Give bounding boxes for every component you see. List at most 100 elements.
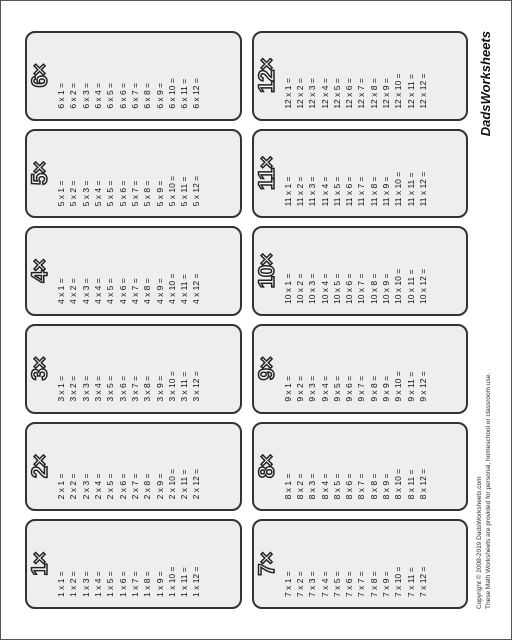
problem-row: 3 x 10 = (166, 332, 178, 406)
problem-row: 12 x 6 = (343, 39, 355, 113)
problem-row: 9 x 5 = (331, 332, 343, 406)
problem-row: 9 x 6 = (343, 332, 355, 406)
problem-row: 9 x 10 = (392, 332, 404, 406)
problem-row: 6 x 10 = (166, 39, 178, 113)
problem-row: 5 x 11 = (178, 137, 190, 211)
problem-row: 6 x 2 = (67, 39, 79, 113)
problem-row: 4 x 11 = (178, 234, 190, 308)
problem-row: 3 x 9 = (154, 332, 166, 406)
problem-row: 10 x 8 = (368, 234, 380, 308)
problem-row: 4 x 8 = (141, 234, 153, 308)
times-table-header-12: 12× (256, 33, 278, 119)
copyright-block: Copyright © 2008-2019 DadsWorksheets.com… (476, 373, 493, 609)
problem-row: 8 x 8 = (368, 430, 380, 504)
problem-row: 6 x 9 = (154, 39, 166, 113)
problem-row: 7 x 8 = (368, 527, 380, 601)
problem-row: 12 x 3 = (306, 39, 318, 113)
problem-row: 11 x 9 = (380, 137, 392, 211)
problem-row: 11 x 1 = (282, 137, 294, 211)
problem-row: 12 x 1 = (282, 39, 294, 113)
problem-row: 12 x 12 = (417, 39, 429, 113)
times-table-header-6: 6× (29, 33, 51, 119)
copyright-line-2: These Math Worksheets are provided for p… (485, 373, 493, 609)
problem-row: 3 x 7 = (129, 332, 141, 406)
problem-row: 12 x 11 = (405, 39, 417, 113)
page-wrapper: 1×1 x 1 =1 x 2 =1 x 3 =1 x 4 =1 x 5 =1 x… (0, 0, 512, 640)
problem-row: 8 x 5 = (331, 430, 343, 504)
problem-row: 9 x 9 = (380, 332, 392, 406)
problem-row: 11 x 8 = (368, 137, 380, 211)
problem-row: 12 x 7 = (355, 39, 367, 113)
times-table-header-5: 5× (29, 131, 51, 217)
problem-row: 9 x 4 = (319, 332, 331, 406)
problem-list: 5 x 1 =5 x 2 =5 x 3 =5 x 4 =5 x 5 =5 x 6… (55, 137, 203, 211)
problem-row: 7 x 9 = (380, 527, 392, 601)
problem-row: 12 x 8 = (368, 39, 380, 113)
problem-row: 11 x 5 = (331, 137, 343, 211)
problem-row: 7 x 11 = (405, 527, 417, 601)
problem-row: 12 x 10 = (392, 39, 404, 113)
problem-row: 1 x 7 = (129, 527, 141, 601)
problem-row: 9 x 2 = (294, 332, 306, 406)
problem-row: 3 x 2 = (67, 332, 79, 406)
problem-row: 4 x 4 = (92, 234, 104, 308)
problem-row: 8 x 1 = (282, 430, 294, 504)
problem-row: 3 x 11 = (178, 332, 190, 406)
times-table-box-7: 7×7 x 1 =7 x 2 =7 x 3 =7 x 4 =7 x 5 =7 x… (252, 519, 469, 609)
problem-row: 7 x 7 = (355, 527, 367, 601)
problem-row: 10 x 3 = (306, 234, 318, 308)
problem-row: 5 x 5 = (104, 137, 116, 211)
copyright-line-1: Copyright © 2008-2019 DadsWorksheets.com (476, 373, 484, 609)
problem-row: 10 x 11 = (405, 234, 417, 308)
problem-row: 8 x 12 = (417, 430, 429, 504)
problem-row: 6 x 11 = (178, 39, 190, 113)
problem-row: 1 x 9 = (154, 527, 166, 601)
problem-row: 7 x 5 = (331, 527, 343, 601)
problem-row: 2 x 1 = (55, 430, 67, 504)
problem-row: 8 x 10 = (392, 430, 404, 504)
problem-list: 2 x 1 =2 x 2 =2 x 3 =2 x 4 =2 x 5 =2 x 6… (55, 430, 203, 504)
problem-row: 6 x 3 = (80, 39, 92, 113)
times-table-box-12: 12×12 x 1 =12 x 2 =12 x 3 =12 x 4 =12 x … (252, 31, 469, 121)
problem-row: 6 x 7 = (129, 39, 141, 113)
problem-row: 4 x 12 = (190, 234, 202, 308)
problem-row: 8 x 4 = (319, 430, 331, 504)
times-table-box-6: 6×6 x 1 =6 x 2 =6 x 3 =6 x 4 =6 x 5 =6 x… (25, 31, 242, 121)
problem-list: 3 x 1 =3 x 2 =3 x 3 =3 x 4 =3 x 5 =3 x 6… (55, 332, 203, 406)
problem-row: 6 x 1 = (55, 39, 67, 113)
problem-row: 1 x 3 = (80, 527, 92, 601)
problem-row: 11 x 11 = (405, 137, 417, 211)
problem-row: 9 x 3 = (306, 332, 318, 406)
problem-row: 1 x 5 = (104, 527, 116, 601)
times-table-header-2: 2× (29, 424, 51, 510)
problem-row: 4 x 5 = (104, 234, 116, 308)
problem-list: 6 x 1 =6 x 2 =6 x 3 =6 x 4 =6 x 5 =6 x 6… (55, 39, 203, 113)
problem-row: 5 x 7 = (129, 137, 141, 211)
problem-row: 5 x 2 = (67, 137, 79, 211)
problem-row: 3 x 5 = (104, 332, 116, 406)
times-table-header-1: 1× (29, 521, 51, 607)
problem-row: 10 x 4 = (319, 234, 331, 308)
problem-list: 10 x 1 =10 x 2 =10 x 3 =10 x 4 =10 x 5 =… (282, 234, 430, 308)
brand-logo: DadsWorksheets (478, 31, 493, 136)
problem-row: 12 x 9 = (380, 39, 392, 113)
times-table-box-2: 2×2 x 1 =2 x 2 =2 x 3 =2 x 4 =2 x 5 =2 x… (25, 422, 242, 512)
times-table-header-3: 3× (29, 326, 51, 412)
times-table-box-9: 9×9 x 1 =9 x 2 =9 x 3 =9 x 4 =9 x 5 =9 x… (252, 324, 469, 414)
problem-row: 2 x 10 = (166, 430, 178, 504)
problem-row: 7 x 4 = (319, 527, 331, 601)
problem-row: 6 x 4 = (92, 39, 104, 113)
problem-list: 9 x 1 =9 x 2 =9 x 3 =9 x 4 =9 x 5 =9 x 6… (282, 332, 430, 406)
problem-row: 9 x 7 = (355, 332, 367, 406)
problem-row: 2 x 6 = (117, 430, 129, 504)
problem-row: 1 x 11 = (178, 527, 190, 601)
problem-row: 3 x 12 = (190, 332, 202, 406)
problem-row: 4 x 10 = (166, 234, 178, 308)
problem-row: 2 x 9 = (154, 430, 166, 504)
problem-row: 9 x 8 = (368, 332, 380, 406)
problem-row: 1 x 12 = (190, 527, 202, 601)
problem-row: 3 x 6 = (117, 332, 129, 406)
problem-row: 4 x 9 = (154, 234, 166, 308)
problem-row: 5 x 3 = (80, 137, 92, 211)
problem-row: 8 x 2 = (294, 430, 306, 504)
